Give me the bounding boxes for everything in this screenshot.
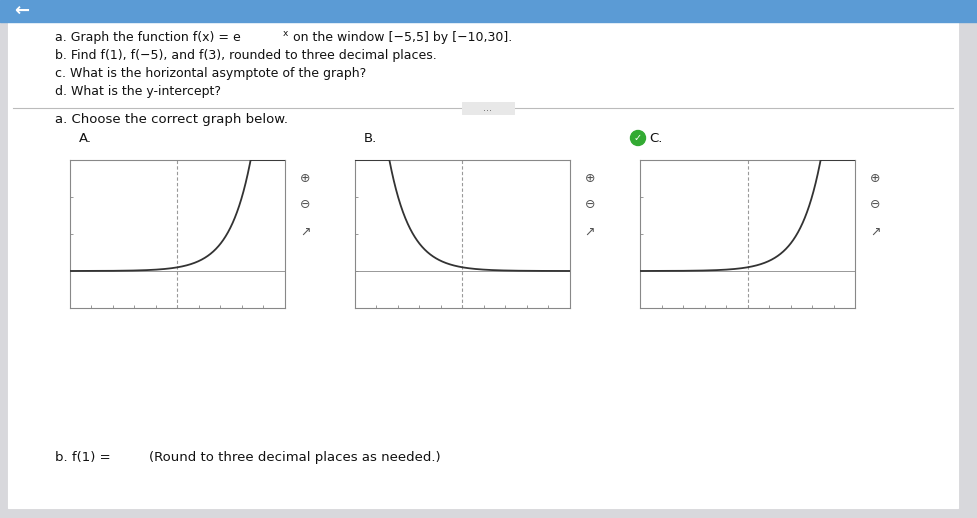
Bar xyxy=(0,0,977,22)
Circle shape xyxy=(578,221,601,243)
Circle shape xyxy=(863,194,885,216)
Text: ⊕: ⊕ xyxy=(869,171,879,184)
Text: ←: ← xyxy=(15,2,29,20)
Text: ↗: ↗ xyxy=(299,225,310,238)
Text: a. Graph the function f(x) = e: a. Graph the function f(x) = e xyxy=(55,32,240,45)
Text: ⊖: ⊖ xyxy=(869,198,879,211)
Bar xyxy=(70,160,284,308)
Text: ↗: ↗ xyxy=(584,225,595,238)
Text: ⊖: ⊖ xyxy=(584,198,595,211)
Text: ⊕: ⊕ xyxy=(584,171,595,184)
Text: ...: ... xyxy=(483,103,492,113)
Text: B.: B. xyxy=(363,132,377,145)
Text: A.: A. xyxy=(79,132,92,145)
Text: ↗: ↗ xyxy=(869,225,879,238)
Text: d. What is the y-intercept?: d. What is the y-intercept? xyxy=(55,84,221,97)
Circle shape xyxy=(578,167,601,189)
Text: ⊕: ⊕ xyxy=(299,171,310,184)
Bar xyxy=(461,102,514,114)
Text: on the window [−5,5] by [−10,30].: on the window [−5,5] by [−10,30]. xyxy=(289,32,512,45)
Circle shape xyxy=(294,221,316,243)
Bar xyxy=(117,450,143,466)
Text: C.: C. xyxy=(649,132,661,145)
Text: b. Find f(1), f(−5), and f(3), rounded to three decimal places.: b. Find f(1), f(−5), and f(3), rounded t… xyxy=(55,50,437,63)
Text: ✓: ✓ xyxy=(633,133,642,143)
Circle shape xyxy=(346,131,360,145)
Bar xyxy=(355,160,570,308)
Text: (Round to three decimal places as needed.): (Round to three decimal places as needed… xyxy=(149,452,441,465)
Circle shape xyxy=(863,167,885,189)
Bar xyxy=(639,160,854,308)
Text: ⊖: ⊖ xyxy=(299,198,310,211)
Circle shape xyxy=(61,131,75,145)
Text: x: x xyxy=(282,28,288,37)
Circle shape xyxy=(578,194,601,216)
Circle shape xyxy=(294,167,316,189)
Text: a. Choose the correct graph below.: a. Choose the correct graph below. xyxy=(55,113,287,126)
Text: c. What is the horizontal asymptote of the graph?: c. What is the horizontal asymptote of t… xyxy=(55,67,365,80)
Circle shape xyxy=(630,131,645,146)
Circle shape xyxy=(294,194,316,216)
Text: b. f(1) =: b. f(1) = xyxy=(55,452,114,465)
Circle shape xyxy=(863,221,885,243)
